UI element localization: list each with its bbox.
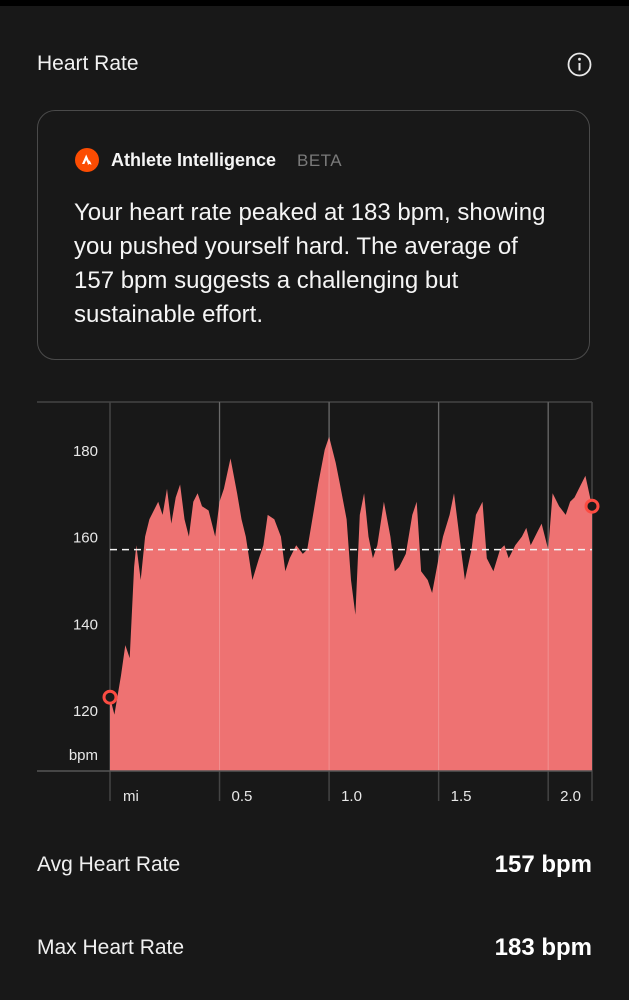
max-heart-rate-value: 183 bpm xyxy=(494,934,592,961)
x-tick-label-1.0: 1.0 xyxy=(341,788,362,805)
avg-heart-rate-row: Avg Heart Rate 157 bpm xyxy=(37,851,592,883)
info-icon xyxy=(567,52,592,77)
section-title: Heart Rate xyxy=(37,52,139,75)
ai-summary-text: Your heart rate peaked at 183 bpm, showi… xyxy=(74,199,546,328)
y-tick-label-120: 120 xyxy=(73,703,98,720)
athlete-intelligence-card: Athlete Intelligence BETA Your heart rat… xyxy=(37,110,590,360)
athlete-intelligence-logo-icon xyxy=(74,147,100,173)
top-edge-bar xyxy=(0,0,629,6)
heart-rate-area xyxy=(110,436,592,771)
max-heart-rate-label: Max Heart Rate xyxy=(37,936,185,959)
max-heart-rate-row: Max Heart Rate 183 bpm xyxy=(37,934,592,966)
avg-heart-rate-label: Avg Heart Rate xyxy=(37,853,181,876)
start-marker xyxy=(102,689,118,705)
y-tick-label-180: 180 xyxy=(73,443,98,460)
athlete-intelligence-title: Athlete Intelligence xyxy=(111,150,277,170)
heart-rate-chart[interactable]: 120 140 160 180 bpm mi 0.5 1.0 1.5 2.0 xyxy=(0,396,629,806)
y-tick-label-140: 140 xyxy=(73,616,98,633)
beta-badge: BETA xyxy=(297,151,343,170)
heart-rate-chart-svg: 120 140 160 180 bpm mi 0.5 1.0 1.5 2.0 xyxy=(37,401,600,805)
x-tick-label-0.5: 0.5 xyxy=(232,788,253,805)
y-tick-label-160: 160 xyxy=(73,530,98,547)
y-axis-unit-label: bpm xyxy=(69,747,98,764)
x-axis-unit-label: mi xyxy=(123,788,139,805)
info-button[interactable] xyxy=(567,52,592,77)
end-marker xyxy=(584,498,600,514)
x-tick-label-1.5: 1.5 xyxy=(451,788,472,805)
avg-heart-rate-value: 157 bpm xyxy=(494,851,592,878)
x-tick-label-2.0: 2.0 xyxy=(560,788,581,805)
